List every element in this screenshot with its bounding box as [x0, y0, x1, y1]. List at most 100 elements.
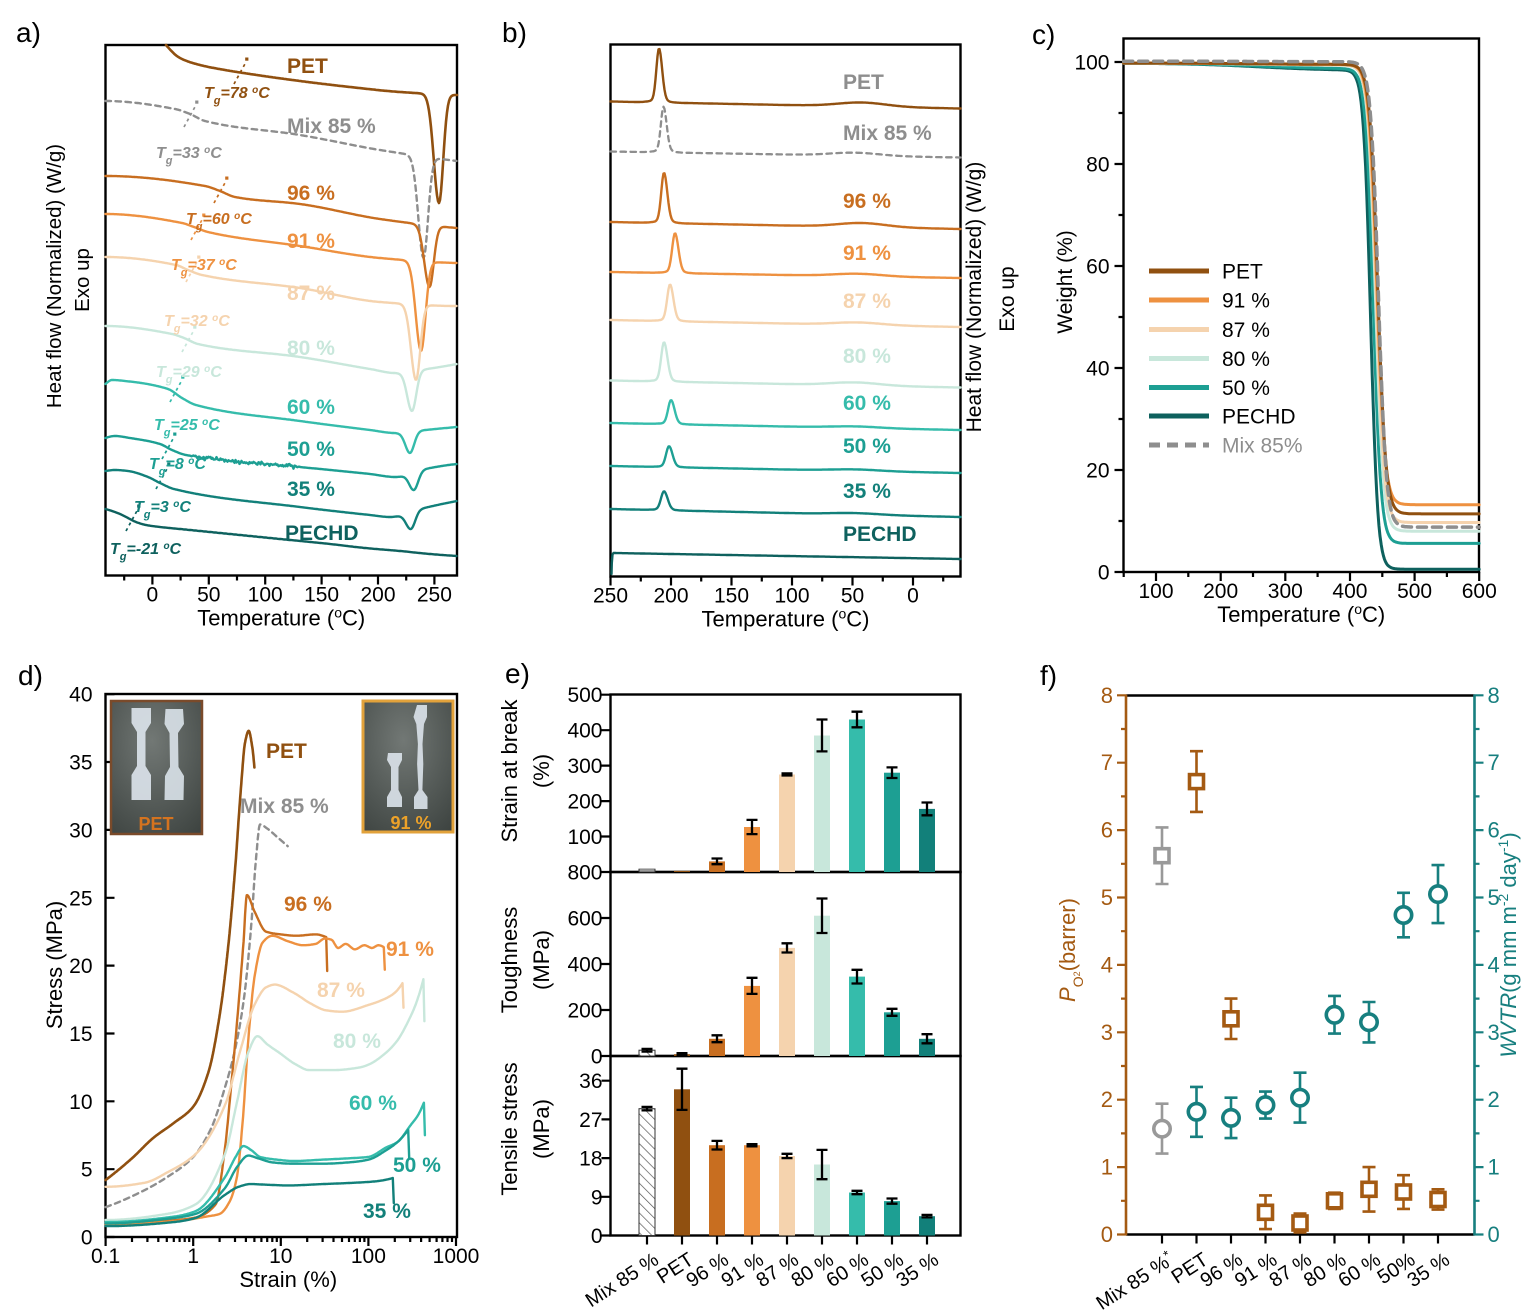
svg-text:60 %: 60 %	[349, 1092, 397, 1115]
svg-text:PET: PET	[1222, 261, 1263, 284]
svg-text:0: 0	[147, 584, 159, 607]
svg-text:b): b)	[502, 17, 527, 48]
svg-text:(MPa): (MPa)	[529, 930, 554, 990]
svg-text:600: 600	[1462, 580, 1497, 603]
svg-text:96 %: 96 %	[843, 190, 891, 213]
svg-text:4: 4	[1488, 952, 1500, 977]
svg-text:PECHD: PECHD	[1222, 406, 1296, 429]
svg-text:PET: PET	[843, 71, 884, 94]
svg-text:30: 30	[69, 819, 92, 842]
svg-text:PO2(barrer): PO2(barrer)	[1055, 898, 1086, 1002]
svg-text:7: 7	[1101, 750, 1113, 775]
svg-text:500: 500	[1397, 580, 1432, 603]
svg-text:Stress (MPa): Stress (MPa)	[42, 901, 67, 1029]
svg-text:36: 36	[579, 1070, 602, 1093]
svg-text:10: 10	[69, 1091, 92, 1114]
svg-text:6: 6	[1488, 818, 1500, 843]
svg-text:PECHD: PECHD	[285, 522, 359, 545]
svg-text:0: 0	[81, 1227, 93, 1250]
svg-text:91 %: 91 %	[287, 230, 335, 253]
svg-text:25: 25	[69, 887, 92, 910]
svg-text:d): d)	[18, 660, 43, 691]
svg-text:Strain at break: Strain at break	[497, 698, 522, 842]
svg-text:27: 27	[579, 1109, 602, 1132]
svg-text:400: 400	[567, 720, 602, 743]
svg-text:Mix 85 %: Mix 85 %	[843, 122, 932, 145]
svg-text:35 %: 35 %	[287, 478, 335, 501]
svg-text:91 %: 91 %	[1222, 290, 1270, 313]
svg-text:0: 0	[907, 585, 919, 608]
svg-text:87 %: 87 %	[843, 290, 891, 313]
svg-text:5: 5	[81, 1159, 93, 1182]
svg-text:10: 10	[269, 1245, 292, 1268]
svg-text:87 %: 87 %	[1222, 319, 1270, 342]
svg-text:Weight (%): Weight (%)	[1054, 230, 1077, 333]
svg-text:80 %: 80 %	[333, 1030, 381, 1053]
svg-text:100: 100	[567, 826, 602, 849]
svg-text:3: 3	[1488, 1020, 1500, 1045]
svg-text:80 %: 80 %	[287, 337, 335, 360]
svg-text:1: 1	[1488, 1155, 1500, 1180]
svg-text:0: 0	[1098, 562, 1110, 585]
svg-text:Exo up: Exo up	[71, 248, 94, 312]
svg-text:9: 9	[591, 1186, 603, 1209]
svg-text:e): e)	[505, 658, 530, 689]
svg-text:Toughness: Toughness	[497, 907, 522, 1013]
svg-text:f): f)	[1040, 660, 1057, 691]
svg-text:8: 8	[1488, 683, 1500, 708]
svg-text:1: 1	[187, 1245, 199, 1268]
svg-text:50: 50	[841, 585, 864, 608]
svg-text:6: 6	[1101, 818, 1113, 843]
svg-text:100: 100	[1074, 52, 1109, 75]
svg-text:18: 18	[579, 1148, 602, 1171]
svg-text:40: 40	[1086, 358, 1109, 381]
svg-text:50: 50	[197, 584, 220, 607]
svg-text:PET: PET	[287, 55, 328, 78]
svg-text:200: 200	[567, 791, 602, 814]
svg-text:400: 400	[567, 954, 602, 977]
svg-text:96 %: 96 %	[287, 182, 335, 205]
svg-text:0.1: 0.1	[91, 1245, 120, 1268]
svg-text:Heat flow (Normalized) (W/g): Heat flow (Normalized) (W/g)	[43, 144, 66, 408]
svg-text:60 %: 60 %	[287, 396, 335, 419]
svg-text:80 %: 80 %	[1222, 348, 1270, 371]
svg-text:200: 200	[653, 585, 688, 608]
svg-text:80 %: 80 %	[843, 345, 891, 368]
svg-text:WVTR(g mm m-2 day-1): WVTR(g mm m-2 day-1)	[1495, 832, 1521, 1057]
svg-text:2: 2	[1101, 1087, 1113, 1112]
svg-text:(MPa): (MPa)	[529, 1099, 554, 1159]
svg-text:91 %: 91 %	[843, 242, 891, 265]
svg-text:20: 20	[1086, 460, 1109, 483]
svg-text:1000: 1000	[433, 1245, 480, 1268]
svg-text:35 %: 35 %	[843, 480, 891, 503]
svg-text:150: 150	[304, 584, 339, 607]
svg-text:0: 0	[1488, 1222, 1500, 1247]
svg-text:c): c)	[1032, 19, 1055, 50]
svg-text:100: 100	[1138, 580, 1173, 603]
svg-text:20: 20	[69, 955, 92, 978]
svg-text:300: 300	[567, 755, 602, 778]
svg-text:50 %: 50 %	[843, 435, 891, 458]
svg-text:200: 200	[360, 584, 395, 607]
svg-text:300: 300	[1268, 580, 1303, 603]
svg-text:91 %: 91 %	[390, 813, 431, 833]
svg-text:Tensile stress: Tensile stress	[497, 1062, 522, 1195]
svg-text:60 %: 60 %	[843, 392, 891, 415]
svg-text:PET: PET	[266, 740, 307, 763]
svg-text:35: 35	[69, 752, 92, 775]
svg-text:150: 150	[714, 585, 749, 608]
svg-text:0: 0	[1101, 1222, 1113, 1247]
svg-text:Strain (%): Strain (%)	[239, 1267, 337, 1292]
svg-text:250: 250	[593, 585, 628, 608]
svg-text:a): a)	[16, 17, 41, 48]
svg-text:200: 200	[567, 1000, 602, 1023]
svg-text:8: 8	[1101, 683, 1113, 708]
svg-text:100: 100	[351, 1245, 386, 1268]
svg-text:400: 400	[1332, 580, 1367, 603]
svg-text:40: 40	[69, 684, 92, 707]
svg-text:Heat flow (Normalized) (W/g): Heat flow (Normalized) (W/g)	[963, 162, 986, 433]
svg-text:4: 4	[1101, 952, 1113, 977]
svg-text:(%): (%)	[529, 754, 554, 788]
svg-text:15: 15	[69, 1023, 92, 1046]
svg-text:60: 60	[1086, 256, 1109, 279]
